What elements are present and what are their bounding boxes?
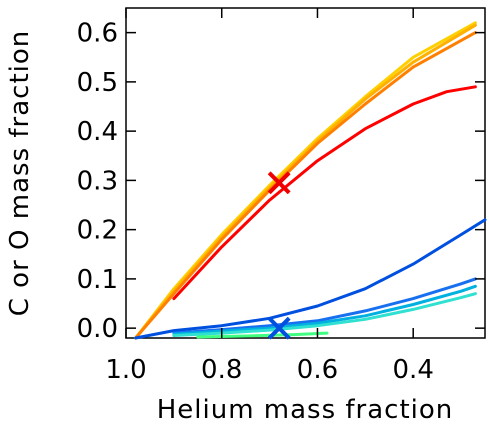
x-tick-label: 0.8	[201, 355, 242, 385]
series-line-8	[172, 292, 477, 337]
y-tick-label: 0.2	[77, 216, 118, 246]
series-line-5	[134, 218, 487, 340]
y-tick-label: 0.0	[77, 314, 118, 344]
y-tick-label: 0.4	[77, 117, 118, 147]
x-tick-label: 0.6	[297, 355, 338, 385]
y-tick-label: 0.5	[77, 68, 118, 98]
x-axis-title: Helium mass fraction	[157, 395, 454, 425]
y-tick-label: 0.6	[77, 19, 118, 49]
series-line-6	[172, 277, 477, 335]
series-line-4	[172, 85, 477, 301]
y-tick-label: 0.3	[77, 166, 118, 196]
y-tick-label: 0.1	[77, 265, 118, 295]
x-tick-label: 1.0	[105, 355, 146, 385]
y-axis-title: C or O mass fraction	[5, 30, 35, 317]
series-layer	[134, 21, 487, 340]
plot-frame	[125, 7, 486, 339]
series-line-2	[134, 23, 477, 340]
x-marker-1	[267, 171, 291, 195]
tick-layer: 1.0 0.8 0.6 0.4 0.0 0.1 0.2 0.3 0.4 0.5 0.6	[77, 8, 485, 385]
series-line-1	[134, 21, 477, 340]
marker-layer	[267, 171, 291, 340]
x-tick-label: 0.4	[393, 355, 434, 385]
series-line-7	[172, 284, 477, 336]
series-line-3	[134, 31, 477, 340]
x-marker-2	[267, 316, 291, 340]
